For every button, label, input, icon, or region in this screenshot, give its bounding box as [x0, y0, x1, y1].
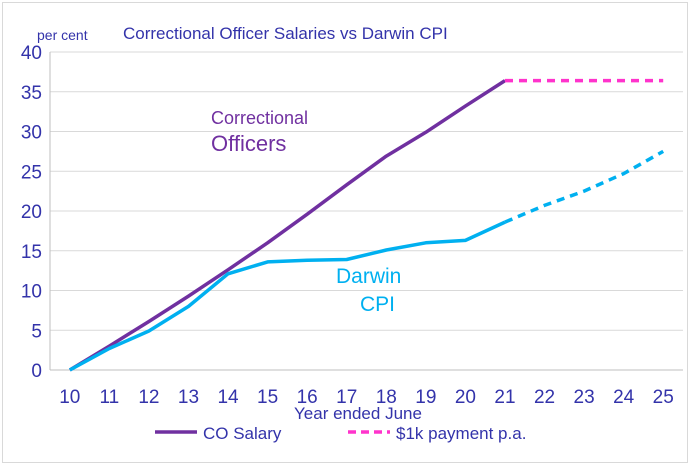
x-tick-label-21: 21: [494, 387, 515, 408]
x-tick-label-20: 20: [455, 387, 476, 408]
y-tick-label-0: 0: [31, 361, 42, 382]
x-tick-label-10: 10: [59, 387, 80, 408]
x-tick-labels: 10 11 12 13 14 15 16 17 18 19 20 21 22 23 24 25: [59, 387, 674, 408]
line-chart: per cent Correctional Officer Salaries v…: [21, 24, 683, 443]
x-tick-label-16: 16: [297, 387, 318, 408]
x-tick-label-18: 18: [376, 387, 397, 408]
x-tick-label-15: 15: [257, 387, 278, 408]
x-tick-label-22: 22: [534, 387, 555, 408]
y-tick-labels: 0 5 10 15 20 25 30 35 40: [21, 43, 42, 382]
annotation-darwin: Darwin: [336, 265, 401, 288]
x-tick-label-12: 12: [138, 387, 159, 408]
y-tick-label-10: 10: [21, 282, 42, 303]
x-tick-label-13: 13: [178, 387, 199, 408]
y-tick-label-20: 20: [21, 202, 42, 223]
legend: CO Salary $1k payment p.a.: [155, 424, 526, 443]
legend-label-1k-payment: $1k payment p.a.: [396, 424, 526, 443]
y-tick-label-35: 35: [21, 83, 42, 104]
chart-title: Correctional Officer Salaries vs Darwin …: [123, 24, 448, 43]
y-tick-label-5: 5: [31, 321, 42, 342]
x-tick-label-24: 24: [613, 387, 635, 408]
y-tick-label-30: 30: [21, 123, 42, 144]
x-tick-label-17: 17: [336, 387, 357, 408]
x-axis-label: Year ended June: [294, 404, 422, 423]
x-tick-label-11: 11: [99, 387, 119, 408]
y-tick-label-40: 40: [21, 43, 42, 64]
annotation-correctional: Correctional: [211, 108, 308, 128]
data-series: [68, 78, 665, 372]
x-tick-label-14: 14: [217, 387, 239, 408]
series-line-darwin-cpi-solid: [68, 220, 506, 372]
x-tick-label-23: 23: [574, 387, 595, 408]
y-tick-label-25: 25: [21, 162, 42, 183]
y-axis-unit-label: per cent: [37, 27, 88, 43]
axes: [49, 52, 683, 371]
x-tick-label-25: 25: [653, 387, 674, 408]
series-line-co-salary: [68, 79, 506, 372]
legend-label-co-salary: CO Salary: [203, 424, 282, 443]
annotation-cpi: CPI: [360, 293, 395, 316]
y-tick-label-15: 15: [21, 242, 42, 263]
x-tick-label-19: 19: [415, 387, 436, 408]
series-line-darwin-cpi-dashed: [504, 149, 665, 224]
annotation-officers: Officers: [211, 131, 286, 156]
